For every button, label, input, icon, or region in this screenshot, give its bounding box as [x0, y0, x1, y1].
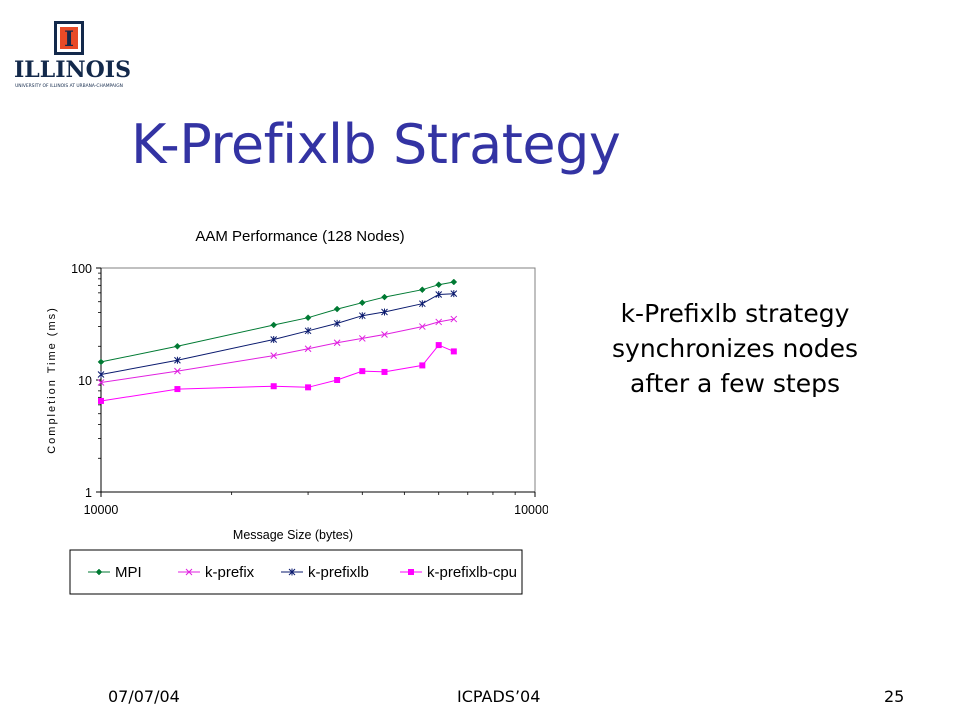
data-point-k-prefix	[358, 335, 366, 342]
data-point-k-prefixlb	[97, 370, 105, 378]
y-tick-label: 1	[85, 486, 92, 500]
chart-legend	[69, 549, 523, 595]
y-tick-label: 10	[78, 374, 92, 388]
data-point-mpi	[97, 358, 105, 366]
data-point-mpi	[418, 286, 426, 294]
legend-swatch-marker	[288, 568, 296, 576]
data-point-k-prefix	[270, 352, 278, 359]
data-point-k-prefixlb	[435, 290, 443, 298]
data-point-mpi	[174, 342, 181, 350]
data-point-k-prefix	[450, 315, 458, 323]
data-point-k-prefixlb-cpu	[98, 397, 104, 404]
data-point-k-prefix	[97, 379, 105, 386]
legend-swatch-marker	[185, 568, 193, 576]
data-point-k-prefixlb-cpu	[419, 362, 426, 369]
data-point-k-prefix	[381, 331, 388, 338]
data-point-k-prefixlb	[304, 327, 312, 335]
data-point-k-prefixlb-cpu	[334, 377, 341, 383]
data-point-mpi	[270, 321, 278, 329]
data-point-k-prefixlb	[174, 356, 181, 364]
data-point-k-prefixlb	[450, 290, 458, 298]
legend-label: k-prefixlb	[308, 564, 369, 581]
legend-item-k-prefixlb: k-prefixlb	[281, 564, 369, 581]
logo-wordmark: ILLINOIS	[14, 57, 131, 83]
slide-body-text: k-Prefixlb strategy synchronizes nodes a…	[612, 299, 858, 398]
legend-swatch-marker	[408, 569, 414, 575]
chart-title: AAM Performance (128 Nodes)	[195, 228, 404, 245]
slide-title: K-Prefixlb Strategy	[131, 113, 621, 176]
chart-series-layer	[97, 278, 458, 404]
data-point-k-prefixlb	[270, 335, 278, 343]
data-point-k-prefix	[333, 339, 341, 347]
block-i-icon: I	[54, 21, 84, 55]
y-tick-label: 100	[71, 262, 92, 276]
data-point-k-prefixlb	[381, 308, 388, 316]
legend-label: MPI	[115, 564, 142, 581]
x-tick-label: 10000	[84, 503, 119, 517]
footer-date: 07/07/04	[108, 687, 180, 706]
legend-label: k-prefixlb-cpu	[427, 564, 517, 581]
series-mpi	[97, 278, 458, 366]
legend-item-mpi: MPI	[88, 564, 142, 581]
logo-letter: I	[64, 26, 74, 51]
data-point-mpi	[381, 293, 388, 301]
data-point-k-prefixlb-cpu	[174, 386, 181, 393]
legend-item-k-prefixlb-cpu: k-prefixlb-cpu	[400, 564, 517, 581]
data-point-k-prefixlb	[358, 312, 366, 320]
data-point-k-prefix	[174, 367, 181, 375]
data-point-mpi	[435, 281, 443, 289]
chart-svg: AAM Performance (128 Nodes) Completion T…	[46, 228, 556, 595]
data-point-k-prefixlb-cpu	[381, 368, 388, 375]
series-k-prefixlb-cpu	[98, 342, 457, 404]
logo-shield-orange	[60, 27, 78, 49]
data-point-k-prefix	[304, 345, 312, 353]
data-point-k-prefixlb-cpu	[359, 368, 366, 375]
legend-item-k-prefix: k-prefix	[178, 564, 255, 581]
data-point-k-prefixlb	[333, 319, 341, 327]
plot-area	[100, 267, 536, 493]
university-logo: I ILLINOIS UNIVERSITY OF ILLINOIS AT URB…	[14, 18, 131, 94]
x-tick-label: 100000	[514, 503, 548, 517]
series-line-k-prefixlb	[100, 293, 454, 375]
chart-axes: 1 10 100 10000 100000	[71, 262, 556, 517]
series-line-k-prefix	[100, 318, 454, 383]
data-point-mpi	[304, 314, 312, 322]
footer-page-number: 25	[884, 687, 905, 706]
data-point-k-prefixlb-cpu	[435, 342, 442, 349]
performance-chart: AAM Performance (128 Nodes) Completion T…	[28, 215, 556, 604]
data-point-k-prefixlb-cpu	[270, 383, 277, 390]
chart-x-axis-label: Message Size (bytes)	[233, 528, 353, 542]
data-point-mpi	[450, 278, 458, 286]
series-line-k-prefixlb-cpu	[100, 344, 454, 402]
data-point-mpi	[358, 299, 366, 307]
data-point-k-prefix	[418, 323, 426, 330]
footer-conference: ICPADS’04	[457, 687, 541, 706]
data-point-k-prefixlb	[418, 300, 426, 308]
data-point-k-prefixlb-cpu	[305, 384, 312, 391]
series-line-mpi	[100, 281, 454, 363]
series-k-prefixlb	[97, 290, 458, 378]
chart-y-axis-label: Completion Time (ms)	[46, 306, 58, 454]
series-k-prefix	[97, 315, 458, 386]
legend-label: k-prefix	[205, 564, 255, 581]
data-point-k-prefixlb-cpu	[450, 348, 457, 355]
chart-legend-items: MPI k-prefix k-prefixlb k-prefixlb-cpu	[88, 564, 517, 581]
data-point-k-prefix	[435, 318, 443, 326]
data-point-mpi	[333, 305, 341, 313]
logo-subtitle: UNIVERSITY OF ILLINOIS AT URBANA-CHAMPAI…	[15, 84, 123, 89]
legend-swatch-marker	[95, 568, 103, 576]
